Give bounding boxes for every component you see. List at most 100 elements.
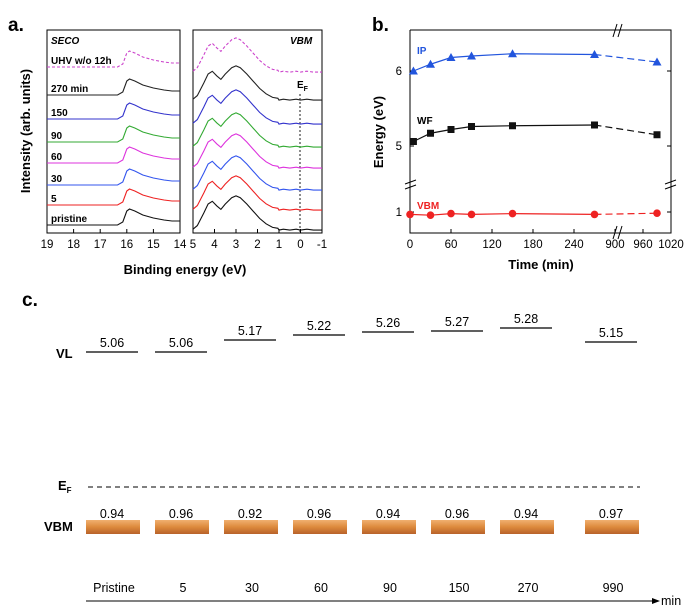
b-xtick-label-5: 900 bbox=[605, 239, 624, 251]
b-xtick-label-4: 240 bbox=[564, 239, 583, 251]
time-label-3: 60 bbox=[314, 581, 328, 595]
seco-series-label-1: 270 min bbox=[51, 84, 88, 95]
time-label-4: 90 bbox=[383, 581, 397, 595]
b-point-wf-4 bbox=[509, 122, 516, 130]
time-label-7: 990 bbox=[603, 581, 624, 595]
b-point-ip-3 bbox=[467, 51, 476, 60]
vbm-curve-6 bbox=[192, 175, 322, 211]
vl-value-3: 5.22 bbox=[307, 319, 331, 333]
fermi-label: EF bbox=[297, 80, 309, 93]
bottom-x-break-2 bbox=[617, 225, 623, 240]
b-point-ip-0 bbox=[408, 66, 418, 75]
b-xlabel: Time (min) bbox=[508, 257, 574, 272]
b-point-wf-1 bbox=[427, 129, 434, 137]
vbm-curve-7 bbox=[192, 195, 322, 231]
arrow-head-icon bbox=[652, 598, 660, 604]
vbm-value-4: 0.94 bbox=[376, 507, 400, 521]
vl-value-5: 5.27 bbox=[445, 315, 469, 329]
b-point-vbm-2 bbox=[447, 209, 455, 218]
seco-series-label-4: 60 bbox=[51, 152, 63, 163]
b-line-break-1 bbox=[594, 124, 658, 136]
seco-series-label-2: 150 bbox=[51, 108, 68, 119]
b-series-label-0: IP bbox=[417, 46, 427, 57]
vbm-xtick-label-0: 5 bbox=[190, 239, 196, 251]
seco-curve-6 bbox=[47, 188, 180, 206]
seco-series-label-0: UHV w/o 12h bbox=[51, 56, 112, 67]
vl-value-6: 5.28 bbox=[514, 312, 538, 326]
seco-curve-2 bbox=[47, 102, 180, 120]
b-xtick-label-3: 180 bbox=[523, 239, 542, 251]
vbm-band-3 bbox=[293, 520, 347, 534]
vbm-xtick-label-1: 4 bbox=[211, 239, 218, 251]
b-point-ip-1 bbox=[426, 59, 435, 68]
top-x-break-2 bbox=[617, 23, 623, 38]
seco-xtick-label-1: 18 bbox=[67, 239, 80, 251]
time-label-0: Pristine bbox=[93, 581, 135, 595]
b-series-label-1: WF bbox=[417, 116, 433, 127]
b-point-vbm-6 bbox=[653, 209, 661, 217]
vbm-row-label: VBM bbox=[44, 519, 73, 534]
seco-xtick-label-3: 16 bbox=[120, 239, 133, 251]
vbm-band-1 bbox=[155, 520, 209, 534]
time-label-5: 150 bbox=[449, 581, 470, 595]
panel-b: 0 60 120 180 240 900 960 1020 1 5 6 IP WF VBM Time (… bbox=[371, 23, 684, 272]
seco-xtick-label-5: 14 bbox=[174, 239, 187, 251]
seco-curve-7 bbox=[47, 208, 180, 226]
vbm-value-2: 0.92 bbox=[238, 507, 262, 521]
vbm-curve-3 bbox=[192, 112, 322, 148]
top-x-break-1 bbox=[612, 23, 618, 38]
vl-value-4: 5.26 bbox=[376, 316, 400, 330]
vbm-band-7 bbox=[585, 520, 639, 534]
b-xtick-label-2: 120 bbox=[482, 239, 501, 251]
b-point-vbm-4 bbox=[508, 209, 517, 218]
seco-xtick-label-0: 19 bbox=[41, 239, 54, 251]
vbm-xtick-label-6: -1 bbox=[317, 239, 327, 251]
b-point-vbm-3 bbox=[467, 210, 476, 219]
vbm-band-2 bbox=[224, 520, 278, 534]
b-point-wf-2 bbox=[447, 126, 455, 133]
b-point-vbm-1 bbox=[426, 211, 435, 219]
b-ytick-label-2: 6 bbox=[396, 66, 402, 78]
b-point-vbm-5 bbox=[590, 210, 599, 219]
seco-xtick-label-4: 15 bbox=[147, 239, 160, 251]
vbm-value-6: 0.94 bbox=[514, 507, 538, 521]
a-xlabel: Binding energy (eV) bbox=[124, 262, 247, 277]
b-point-wf-6 bbox=[653, 131, 661, 139]
vl-value-1: 5.06 bbox=[169, 336, 193, 350]
seco-xtick-label-2: 17 bbox=[94, 239, 107, 251]
time-label-1: 5 bbox=[180, 581, 187, 595]
b-point-vbm-0 bbox=[406, 210, 414, 219]
b-ytick-label-0: 1 bbox=[396, 207, 402, 219]
vbm-value-3: 0.96 bbox=[307, 507, 331, 521]
b-ytick-label-1: 5 bbox=[396, 141, 402, 153]
vbm-band-0 bbox=[86, 520, 140, 534]
right-y-break-1 bbox=[664, 179, 677, 185]
vbm-xtick-label-3: 2 bbox=[254, 239, 260, 251]
seco-curve-5 bbox=[47, 168, 180, 186]
seco-curve-1 bbox=[47, 78, 180, 96]
vbm-band-5 bbox=[431, 520, 485, 534]
b-xtick-label-0: 0 bbox=[407, 239, 413, 251]
b-line-break-2 bbox=[594, 212, 658, 215]
vl-value-0: 5.06 bbox=[100, 336, 124, 350]
time-unit: min bbox=[661, 594, 681, 608]
b-point-ip-5 bbox=[590, 50, 599, 58]
b-line-0 bbox=[413, 53, 595, 72]
b-point-ip-4 bbox=[508, 49, 517, 58]
vbm-xtick-label-4: 1 bbox=[276, 239, 282, 251]
seco-series-label-6: 5 bbox=[51, 194, 57, 205]
panel-label-b: b. bbox=[372, 15, 389, 36]
b-series-label-2: VBM bbox=[417, 201, 439, 212]
seco-series-label-3: 90 bbox=[51, 131, 63, 142]
ef-row-label: EF bbox=[58, 478, 72, 495]
b-ylabel: Energy (eV) bbox=[371, 96, 386, 168]
time-label-6: 270 bbox=[518, 581, 539, 595]
time-label-2: 30 bbox=[245, 581, 259, 595]
vl-value-2: 5.17 bbox=[238, 324, 262, 338]
vbm-band-6 bbox=[500, 520, 554, 534]
vl-row-label: VL bbox=[56, 346, 73, 361]
vl-value-7: 5.15 bbox=[599, 326, 623, 340]
vbm-curve-4 bbox=[192, 133, 322, 169]
seco-curve-4 bbox=[47, 146, 180, 164]
